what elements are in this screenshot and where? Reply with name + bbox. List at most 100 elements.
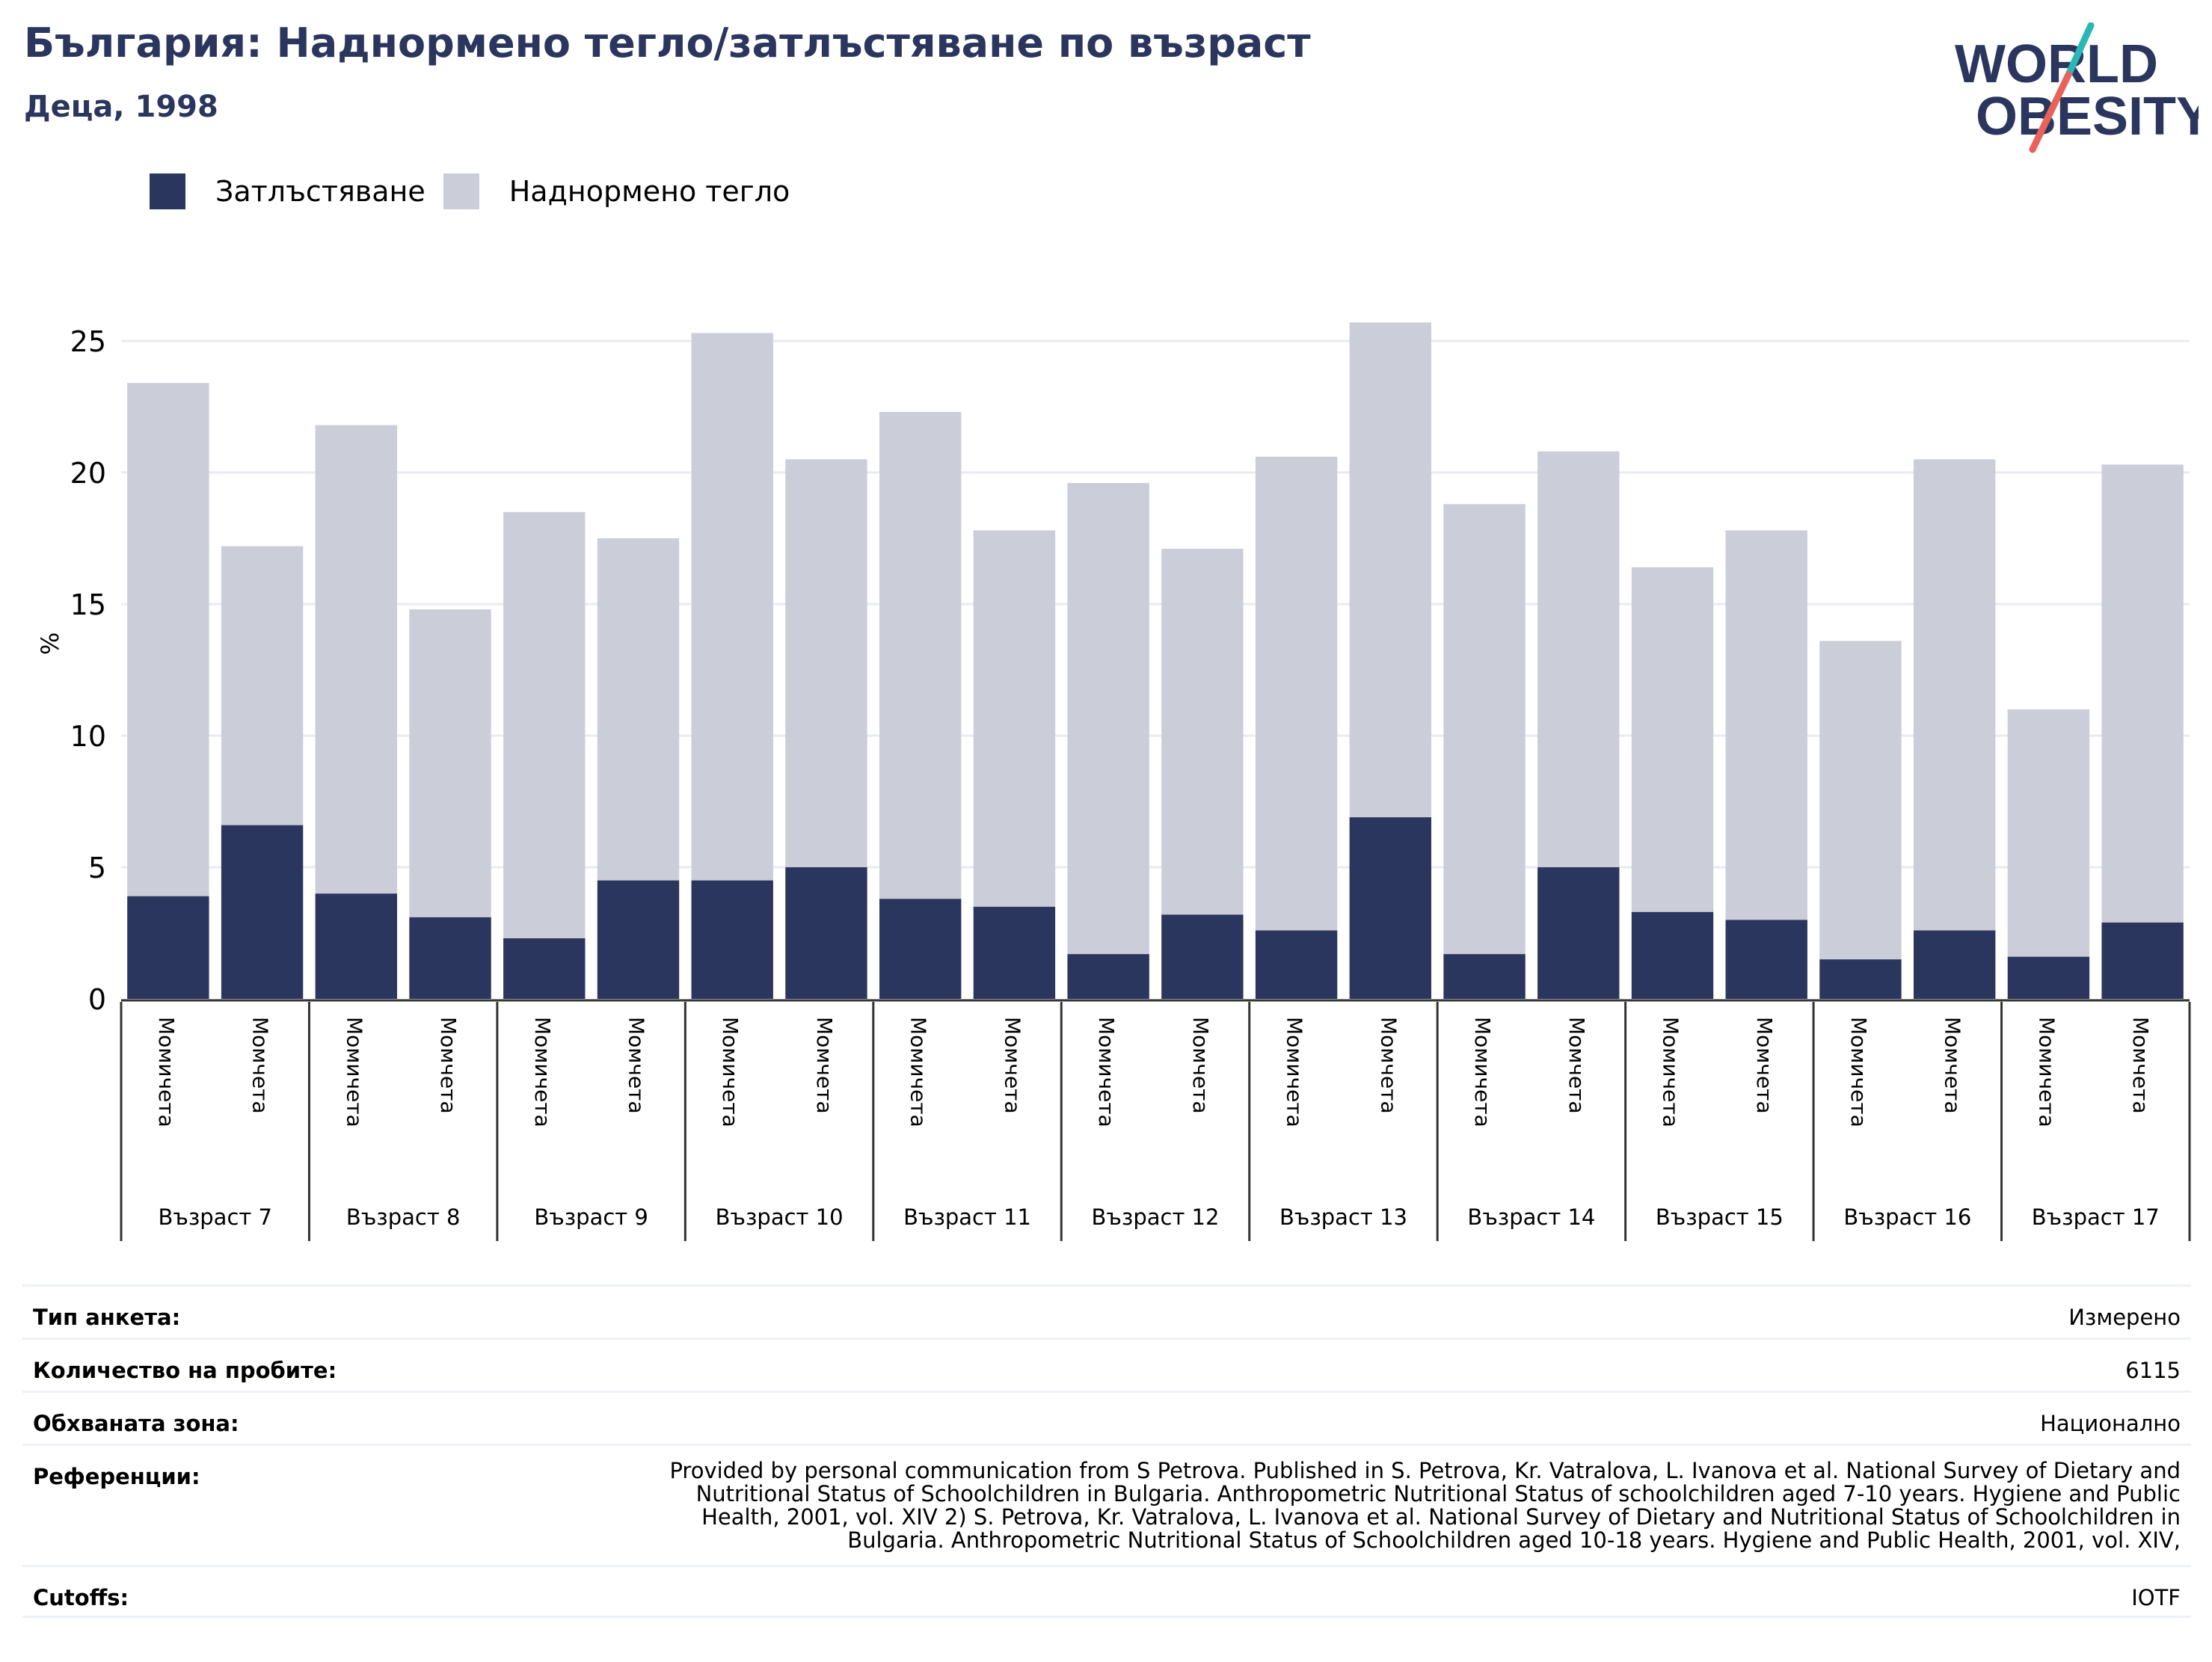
- y-tick-label: 5: [88, 852, 106, 884]
- info-row-references: Референции: Provided by personal communi…: [22, 1444, 2191, 1565]
- x-group-label: Възраст 15: [1656, 1204, 1784, 1230]
- bar-overweight: [221, 546, 304, 825]
- bar-overweight: [1819, 641, 1902, 960]
- y-tick-label: 10: [70, 720, 106, 753]
- bar-overweight: [973, 530, 1056, 907]
- bar-obesity: [973, 906, 1056, 999]
- x-subcategory-label: Момчета: [1000, 1017, 1024, 1114]
- bar-obesity: [1631, 911, 1714, 999]
- logo-slash-red: [2029, 71, 2072, 153]
- world-obesity-logo: WORLD OBESITY: [1955, 22, 2199, 153]
- bar-obesity: [1537, 867, 1620, 999]
- x-group-label: Възраст 17: [2032, 1204, 2160, 1230]
- legend-item-obesity[interactable]: Затлъстяване: [150, 173, 425, 209]
- bar-obesity: [1067, 954, 1149, 999]
- bar-overweight: [879, 412, 962, 899]
- x-subcategory-label: Момичета: [342, 1017, 366, 1127]
- legend-label-overweight: Наднормено тегло: [509, 175, 790, 208]
- bar-overweight: [1067, 483, 1149, 955]
- x-group-label: Възраст 12: [1092, 1204, 1220, 1230]
- bar-obesity: [1443, 954, 1526, 999]
- x-subcategory-label: Момчета: [1941, 1017, 1965, 1114]
- page-title: България: Наднормено тегло/затлъстяване …: [24, 19, 1311, 67]
- y-tick-label: 15: [70, 588, 106, 621]
- bar-obesity: [221, 825, 304, 999]
- x-subcategory-label: Момичета: [1470, 1017, 1495, 1127]
- bar-obesity: [409, 917, 491, 999]
- bar-obesity: [127, 896, 209, 999]
- bar-overweight: [1913, 459, 1996, 931]
- bar-overweight: [1537, 451, 1620, 867]
- x-subcategory-label: Момчета: [1564, 1017, 1589, 1114]
- info-row-area: Обхваната зона: Национално: [22, 1391, 2191, 1444]
- info-value-survey-type: Измерено: [2068, 1305, 2181, 1330]
- stacked-bar-chart: 0 5 10 15 20 25% Момичета Момчета Момичета Момчет…: [36, 322, 2191, 1241]
- bar-overweight: [315, 425, 398, 894]
- y-tick-label: 20: [70, 457, 106, 490]
- legend-swatch-overweight: [443, 173, 479, 209]
- bar-overweight: [2007, 709, 2090, 957]
- legend-label-obesity: Затлъстяване: [215, 175, 425, 208]
- bar-obesity: [597, 880, 680, 999]
- bar-overweight: [503, 511, 586, 939]
- x-group-label: Възраст 11: [903, 1204, 1031, 1230]
- x-subcategory-label: Момчета: [1376, 1017, 1401, 1114]
- page-subtitle: Деца, 1998: [24, 90, 218, 124]
- x-subcategory-label: Момчета: [1188, 1017, 1213, 1114]
- logo-text-world: WORLD: [1955, 34, 2158, 94]
- x-group-label: Възраст 16: [1843, 1204, 1971, 1230]
- bar-overweight: [597, 538, 680, 881]
- bar-overweight: [2101, 464, 2184, 923]
- bar-obesity: [1161, 914, 1244, 999]
- x-group-label: Възраст 14: [1467, 1204, 1595, 1230]
- y-axis-label: %: [36, 633, 64, 655]
- x-group-label: Възраст 9: [534, 1204, 648, 1230]
- bar-obesity: [879, 899, 962, 999]
- bar-overweight: [1349, 322, 1432, 818]
- x-subcategory-label: Момичета: [1282, 1017, 1307, 1127]
- x-subcategory-label: Момчета: [1752, 1017, 1777, 1114]
- x-group-label: Възраст 7: [158, 1204, 272, 1230]
- info-row-cutoffs: Cutoffs: IOTF: [22, 1565, 2191, 1618]
- bar-overweight: [127, 383, 209, 896]
- x-subcategory-label: Момичета: [530, 1017, 555, 1127]
- x-group-label: Възраст 10: [716, 1204, 844, 1230]
- bar-obesity: [691, 880, 773, 999]
- x-subcategory-label: Момчета: [624, 1017, 649, 1114]
- bar-obesity: [1255, 930, 1338, 999]
- x-subcategory-label: Момчета: [812, 1017, 837, 1114]
- x-subcategory-label: Момичета: [2034, 1017, 2059, 1127]
- x-subcategory-label: Момичета: [718, 1017, 743, 1127]
- bar-overweight: [1725, 530, 1807, 920]
- x-subcategory-label: Момичета: [1659, 1017, 1683, 1127]
- x-subcategory-label: Момичета: [1094, 1017, 1119, 1127]
- info-label-cutoffs: Cutoffs:: [33, 1585, 129, 1610]
- bar-obesity: [2007, 956, 2090, 999]
- info-value-area: Национално: [2040, 1411, 2181, 1436]
- x-subcategory-label: Момчета: [248, 1017, 273, 1114]
- bar-obesity: [785, 867, 867, 999]
- bar-obesity: [1349, 817, 1432, 999]
- x-subcategory-label: Момчета: [2128, 1017, 2153, 1114]
- bar-obesity: [2101, 922, 2184, 999]
- info-label-references: Референции:: [33, 1464, 200, 1489]
- bar-obesity: [1819, 959, 1902, 999]
- bar-overweight: [1161, 549, 1244, 915]
- info-label-area: Обхваната зона:: [33, 1411, 239, 1436]
- x-group-label: Възраст 13: [1279, 1204, 1407, 1230]
- survey-info-table: Тип анкета: Измерено Количество на проби…: [22, 1284, 2191, 1618]
- x-group-label: Възраст 8: [346, 1204, 461, 1230]
- legend-item-overweight[interactable]: Наднормено тегло: [443, 173, 790, 209]
- bar-overweight: [1255, 456, 1338, 931]
- info-row-survey-type: Тип анкета: Измерено: [22, 1284, 2191, 1338]
- info-value-references: Provided by personal communication from …: [669, 1458, 2181, 1553]
- bar-overweight: [691, 333, 773, 881]
- x-subcategory-label: Момичета: [154, 1017, 179, 1127]
- bar-obesity: [1725, 920, 1807, 999]
- y-tick-label: 0: [88, 983, 106, 1016]
- legend-swatch-obesity: [150, 173, 185, 209]
- chart-legend: Затлъстяване Наднормено тегло: [150, 172, 808, 211]
- logo-text-obesity: OBESITY: [1976, 87, 2199, 147]
- bar-obesity: [315, 893, 398, 999]
- info-value-sample-size: 6115: [2125, 1358, 2181, 1383]
